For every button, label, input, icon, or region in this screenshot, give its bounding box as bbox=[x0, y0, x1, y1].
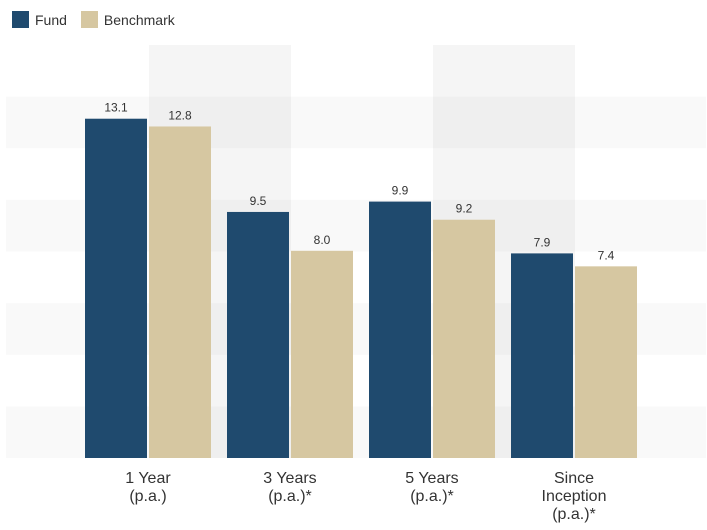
data-label-fund-3: 7.9 bbox=[534, 235, 551, 249]
bars: 13.1 9.5 9.9 7.9 12.8 8.0 9.2 7.4 bbox=[85, 101, 637, 459]
data-label-fund-0: 13.1 bbox=[104, 101, 128, 115]
x-tick-label-0: 1 Year (p.a.) bbox=[125, 470, 171, 505]
legend-swatch-fund bbox=[12, 11, 29, 28]
x-tick-line-2-0: 5 Years bbox=[405, 470, 458, 487]
x-tick-line-2-1: (p.a.)* bbox=[410, 488, 454, 505]
x-tick-line-0-0: 1 Year bbox=[125, 470, 171, 487]
x-tick-line-1-1: (p.a.)* bbox=[268, 488, 312, 505]
bar-fund-0[interactable] bbox=[85, 118, 147, 459]
data-label-benchmark-1: 8.0 bbox=[314, 233, 331, 247]
bar-benchmark-2[interactable] bbox=[433, 219, 495, 458]
bar-fund-2[interactable] bbox=[369, 201, 431, 458]
x-tick-label-2: 5 Years (p.a.)* bbox=[405, 470, 458, 505]
bar-fund-1[interactable] bbox=[227, 211, 289, 458]
x-tick-label-1: 3 Years (p.a.)* bbox=[263, 470, 316, 505]
bar-benchmark-3[interactable] bbox=[575, 266, 637, 458]
x-tick-label-3: Since Inception (p.a.)* bbox=[542, 470, 607, 523]
x-axis-labels: 1 Year (p.a.)3 Years (p.a.)*5 Years (p.a.)*… bbox=[125, 470, 606, 523]
legend-item-benchmark[interactable]: Benchmark bbox=[80, 11, 175, 28]
x-tick-line-3-2: (p.a.)* bbox=[552, 506, 596, 523]
x-tick-line-3-0: Since bbox=[554, 470, 594, 487]
bar-benchmark-0[interactable] bbox=[149, 126, 211, 458]
x-tick-line-0-1: (p.a.) bbox=[129, 488, 166, 505]
legend-label-benchmark: Benchmark bbox=[103, 11, 175, 28]
legend: Fund Benchmark bbox=[12, 11, 189, 28]
legend-swatch-benchmark bbox=[80, 11, 98, 28]
bar-benchmark-1[interactable] bbox=[291, 250, 353, 458]
x-tick-line-1-0: 3 Years bbox=[263, 470, 316, 487]
data-label-fund-2: 9.9 bbox=[392, 184, 409, 198]
legend-item-fund[interactable]: Fund bbox=[12, 11, 67, 28]
data-label-benchmark-2: 9.2 bbox=[456, 202, 473, 216]
data-label-fund-1: 9.5 bbox=[250, 194, 267, 208]
legend-label-fund: Fund bbox=[35, 11, 67, 28]
x-tick-line-3-1: Inception bbox=[542, 488, 607, 505]
data-label-benchmark-3: 7.4 bbox=[598, 248, 615, 262]
bar-fund-3[interactable] bbox=[511, 253, 573, 458]
data-label-benchmark-0: 12.8 bbox=[168, 108, 192, 122]
